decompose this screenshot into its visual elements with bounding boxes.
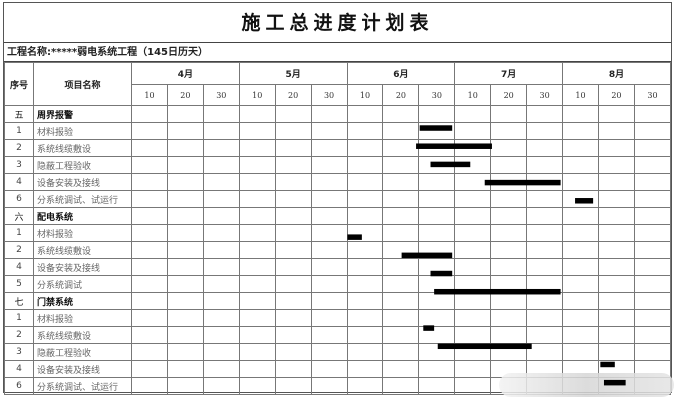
row-seq: 6	[4, 190, 34, 208]
row-seq: 2	[4, 241, 34, 259]
row-seq: 六	[4, 207, 34, 225]
gantt-bar	[603, 379, 626, 386]
row-name: 分系统调试、试运行	[33, 377, 132, 395]
row-seq: 3	[4, 343, 34, 361]
row-name: 材料报验	[33, 224, 132, 242]
row-seq: 5	[4, 275, 34, 293]
table-row: 1 材料报验	[4, 224, 672, 242]
month-header: 6月	[346, 62, 456, 85]
row-name: 设备安装及接线	[33, 173, 132, 191]
project-name: 工程名称:*****弱电系统工程（145日历天）	[4, 43, 671, 62]
row-name: 门禁系统	[33, 292, 132, 310]
row-seq: 七	[4, 292, 34, 310]
row-name: 隐蔽工程验收	[33, 156, 132, 174]
table-row: 4 设备安装及接线	[4, 258, 672, 276]
gantt-bars	[347, 125, 626, 386]
row-name: 材料报验	[33, 122, 132, 140]
schedule-table: 序号 项目名称 4月 5月 6月 7月 8月 10 20 30 10 20 30 10 20 30 10 20 30…	[4, 62, 672, 395]
row-seq: 五	[4, 105, 34, 123]
gantt-bar	[437, 343, 532, 350]
row-seq: 1	[4, 122, 34, 140]
row-name: 系统线缆敷设	[33, 326, 132, 344]
gantt-bar	[430, 270, 453, 277]
gantt-bar	[484, 179, 561, 186]
row-seq: 2	[4, 139, 34, 157]
row-seq: 3	[4, 156, 34, 174]
schedule-sheet: 施工总进度计划表 工程名称:*****弱电系统工程（145日历天） 序号 项目名称…	[3, 2, 674, 397]
row-seq: 1	[4, 224, 34, 242]
gantt-bar	[575, 198, 594, 204]
row-name: 配电系统	[33, 207, 132, 225]
gantt-bar	[430, 161, 471, 168]
row-name: 分系统调试	[33, 275, 132, 293]
row-seq: 4	[4, 173, 34, 191]
gantt-bar	[600, 361, 615, 368]
gantt-bar	[416, 143, 492, 149]
row-name: 系统线缆敷设	[33, 139, 132, 157]
row-name: 隐蔽工程验收	[33, 343, 132, 361]
page-title: 施工总进度计划表	[4, 3, 671, 43]
row-name: 系统线缆敷设	[33, 241, 132, 259]
gantt-bar	[423, 325, 435, 331]
gantt-bar	[347, 234, 362, 240]
table-row: 3 隐蔽工程验收	[4, 156, 672, 174]
table-row: 1 材料报验	[4, 309, 672, 327]
table-row: 4 设备安装及接线	[4, 173, 672, 191]
row-name: 材料报验	[33, 309, 132, 327]
day-header: 30	[633, 84, 672, 106]
month-header: 4月	[131, 62, 240, 85]
seq-header: 序号	[4, 62, 34, 106]
month-header: 5月	[238, 62, 348, 85]
month-header: 8月	[562, 62, 671, 85]
row-name: 设备安装及接线	[33, 258, 132, 276]
table-row: 2 系统线缆敷设	[4, 326, 672, 344]
gantt-bar	[401, 252, 453, 259]
row-seq: 4	[4, 258, 34, 276]
row-seq: 1	[4, 309, 34, 327]
row-seq: 2	[4, 326, 34, 344]
watermark	[499, 373, 674, 397]
row-name: 设备安装及接线	[33, 360, 132, 378]
gantt-bar	[419, 125, 453, 131]
table-row: 六配电系统	[4, 207, 672, 225]
name-header: 项目名称	[33, 62, 132, 106]
gantt-bar	[434, 288, 561, 295]
row-name: 周界报警	[33, 105, 132, 123]
month-header: 7月	[454, 62, 564, 85]
row-seq: 6	[4, 377, 34, 395]
table-row: 1 材料报验	[4, 122, 672, 140]
row-name: 分系统调试、试运行	[33, 190, 132, 208]
row-seq: 4	[4, 360, 34, 378]
table-row: 2 系统线缆敷设	[4, 241, 672, 259]
